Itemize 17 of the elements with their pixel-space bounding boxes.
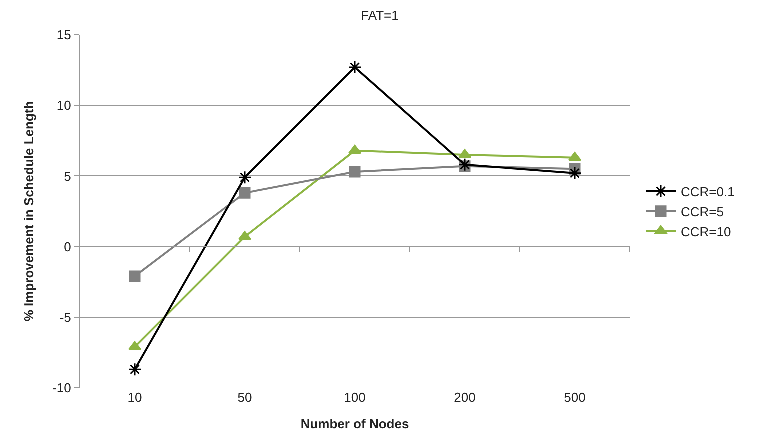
y-tick-label: -10 — [52, 380, 72, 396]
x-axis-title: Number of Nodes — [300, 416, 410, 432]
y-tick-label: -5 — [60, 310, 72, 325]
x-tick-label: 200 — [454, 390, 476, 405]
y-tick-label: 10 — [56, 98, 72, 114]
x-tick-label: 10 — [128, 390, 142, 405]
x-tick-label: 50 — [238, 390, 252, 405]
y-axis-title: % Improvement in Schedule Length — [22, 101, 37, 322]
y-tick-label: 15 — [56, 28, 72, 43]
x-tick-label: 500 — [564, 390, 586, 405]
y-tick-label: 0 — [64, 239, 72, 254]
y-tick-label: 5 — [64, 168, 72, 184]
chart-title: FAT=1 — [361, 8, 399, 24]
x-tick-label: 100 — [344, 390, 366, 405]
legend-label: CCR=10 — [681, 224, 732, 240]
legend-label: CCR=5 — [681, 204, 724, 220]
legend-label: CCR=0.1 — [681, 184, 735, 200]
